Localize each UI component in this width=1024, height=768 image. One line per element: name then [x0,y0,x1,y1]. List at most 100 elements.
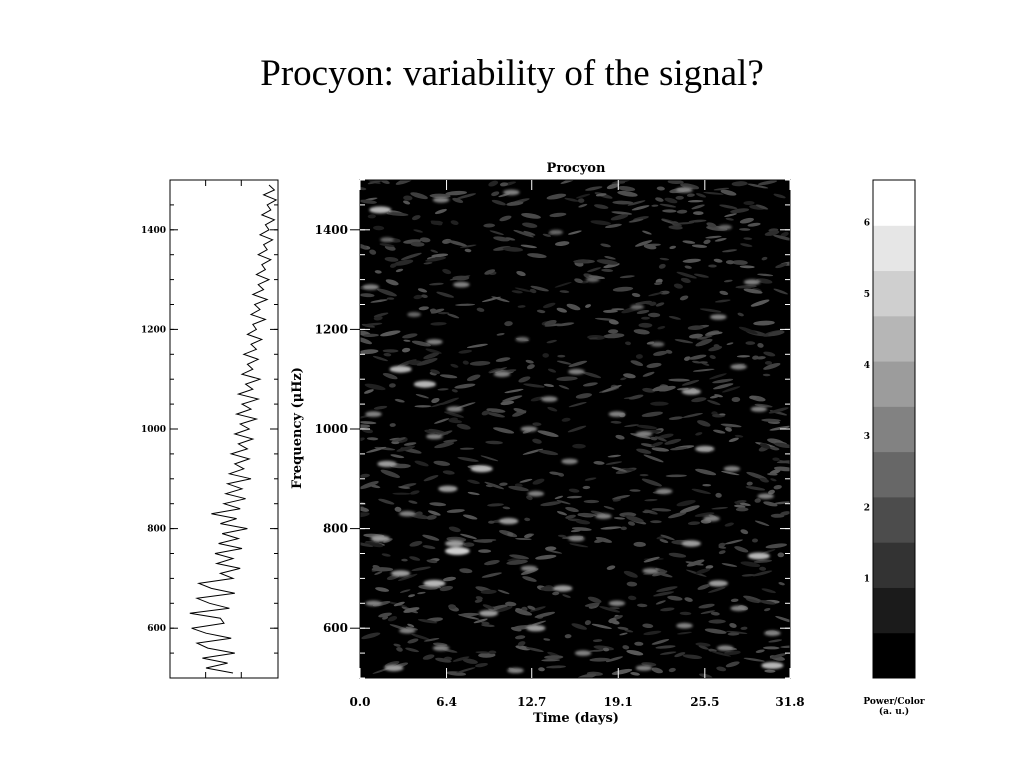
heatmap-speckle [735,285,757,289]
heatmap-speckle [768,489,775,495]
heatmap-speckle [741,574,755,577]
heatmap-speckle [473,539,493,543]
heatmap-speckle [522,448,544,455]
heatmap-speckle [583,499,600,504]
heatmap-speckle [530,606,546,612]
heatmap-speckle [651,639,670,645]
heatmap-speckle [743,595,763,603]
heatmap-speckle [409,540,423,547]
heatmap-speckle [572,443,586,449]
heatmap-speckle [582,485,591,490]
heatmap-speckle [379,243,395,247]
heatmap-speckle [576,193,591,199]
heatmap-speckle [774,442,790,448]
heatmap-speckle [481,410,490,416]
heatmap-speckle [364,383,386,391]
heatmap-speckle [656,186,665,191]
heatmap-speckle [606,183,620,190]
heatmap-blob [757,493,774,500]
heatmap-blob [527,490,544,497]
heatmap-speckle [452,197,464,203]
heatmap-blob [453,281,470,288]
heatmap-speckle [557,534,567,538]
heatmap-speckle [713,383,734,390]
heatmap-speckle [692,368,715,372]
heatmap-speckle [449,419,462,424]
heatmap-speckle [367,180,384,185]
heatmap-speckle [724,539,743,545]
heatmap-speckle [546,339,557,344]
heatmap-speckle [526,364,535,370]
heatmap-speckle [703,191,724,195]
heatmap-speckle [773,234,790,241]
heatmap-speckle [713,429,726,434]
heatmap-speckle [714,299,731,303]
heatmap-speckle [554,281,572,288]
heatmap-speckle [360,293,375,298]
heatmap-speckle [754,498,761,503]
heatmap-speckle [380,469,401,478]
heatmap-speckle [499,482,508,486]
heatmap-speckle [392,437,406,442]
colorbar-level [873,180,915,226]
heatmap-speckle [398,486,411,489]
heatmap-speckle [702,483,712,487]
heatmap-speckle [393,259,414,266]
heatmap-speckle [568,360,588,368]
heatmap-speckle [434,442,455,449]
heatmap-blob [656,488,673,495]
heatmap-speckle [395,268,404,273]
heatmap-speckle [759,600,776,605]
left-y-tick-label: 1000 [141,425,166,435]
heatmap-speckle [369,484,381,489]
heatmap-speckle [698,361,708,364]
heatmap-speckle [664,438,682,445]
heatmap-speckle [625,341,631,346]
heatmap-speckle [761,418,781,422]
heatmap-speckle [497,589,510,595]
heatmap-speckle [522,576,537,582]
heatmap-speckle [408,500,418,504]
heatmap-speckle [686,559,705,567]
colorbar-level [873,270,915,317]
heatmap-speckle [544,319,557,326]
heatmap-speckle [392,492,411,495]
heatmap-speckle [571,623,587,630]
colorbar-ticks: 1 2 3 4 5 6 [864,219,870,585]
heatmap-speckle [739,217,754,224]
x-tick-label: 25.5 [690,695,719,709]
heatmap-speckle [483,223,496,228]
heatmap-speckle [555,241,570,247]
heatmap-speckle [604,256,616,260]
heatmap-speckle [659,538,669,544]
heatmap-speckle [719,204,738,210]
heatmap-speckle [389,423,396,427]
left-y-tick-label: 1400 [141,226,166,236]
heatmap-speckle [630,672,640,676]
heatmap-speckle [410,192,428,200]
heatmap-speckle [505,601,517,607]
heatmap-speckle [745,486,766,491]
heatmap-speckle [378,612,392,618]
heatmap-speckle [656,586,678,593]
heatmap-speckle [366,446,387,453]
heatmap-speckle [764,360,773,365]
heatmap-speckle [423,637,440,642]
heatmap-speckle [659,203,677,208]
heatmap-blob [478,610,499,617]
heatmap-speckle [700,610,716,615]
heatmap-speckle [617,626,629,630]
heatmap-speckle [445,190,467,196]
heatmap-speckle [418,306,429,311]
colorbar: 1 2 3 4 5 6 Power/Color (a. u.) [863,179,925,717]
heatmap-speckle [630,360,644,367]
heatmap-speckle [607,329,619,334]
heatmap-blob [650,341,665,347]
heatmap-speckle [422,534,440,541]
heatmap-speckle [734,504,746,508]
heatmap-speckle [364,541,384,548]
heatmap-speckle [537,430,559,438]
heatmap-speckle [636,448,652,454]
heatmap-blob [747,552,770,560]
heatmap-speckle [689,354,707,360]
